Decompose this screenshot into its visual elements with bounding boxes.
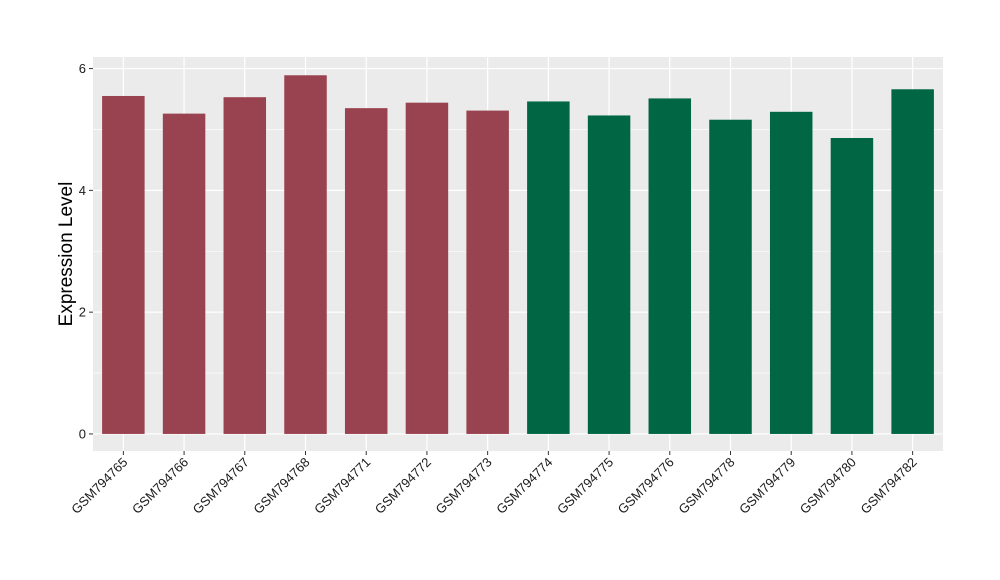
bar-GSM794780 — [830, 137, 874, 434]
x-tick-label: GSM794767 — [190, 455, 252, 517]
bar-GSM794773 — [466, 110, 509, 434]
plot-panel — [93, 57, 943, 451]
bar-GSM794765 — [102, 95, 145, 434]
bar-GSM794772 — [405, 102, 449, 434]
x-tick-label: GSM794774 — [493, 455, 555, 517]
bar-GSM794778 — [709, 119, 752, 434]
y-axis-title: Expression Level — [56, 182, 77, 327]
bar-GSM794766 — [162, 113, 206, 434]
x-tick-label: GSM794773 — [433, 455, 495, 517]
bar-GSM794776 — [648, 98, 692, 434]
x-tick-label: GSM794779 — [736, 455, 798, 517]
bar-GSM794771 — [344, 108, 388, 434]
x-tick-label: GSM794772 — [372, 455, 434, 517]
bar-series — [102, 75, 934, 434]
bar-GSM794779 — [769, 111, 813, 434]
bar-GSM794768 — [284, 75, 327, 434]
x-tick-label: GSM794768 — [250, 455, 312, 517]
bar-GSM794774 — [527, 101, 570, 434]
y-axis: 0 2 4 6 — [79, 61, 93, 441]
x-tick-label: GSM794778 — [675, 455, 737, 517]
x-tick-label: GSM794771 — [311, 455, 373, 517]
y-tick-label: 0 — [79, 426, 86, 441]
bar-GSM794767 — [223, 97, 267, 434]
x-tick-label: GSM794766 — [129, 455, 191, 517]
x-axis: GSM794765GSM794766GSM794767GSM794768GSM7… — [68, 451, 920, 517]
x-tick-label: GSM794765 — [68, 455, 130, 517]
x-tick-label: GSM794780 — [797, 455, 859, 517]
x-tick-label: GSM794775 — [554, 455, 616, 517]
x-tick-label: GSM794776 — [615, 455, 677, 517]
bar-GSM794782 — [891, 89, 934, 434]
y-tick-label: 6 — [79, 61, 86, 76]
bar-GSM794775 — [587, 115, 631, 434]
y-tick-label: 4 — [79, 183, 86, 198]
y-tick-label: 2 — [79, 305, 86, 320]
x-tick-label: GSM794782 — [858, 455, 920, 517]
